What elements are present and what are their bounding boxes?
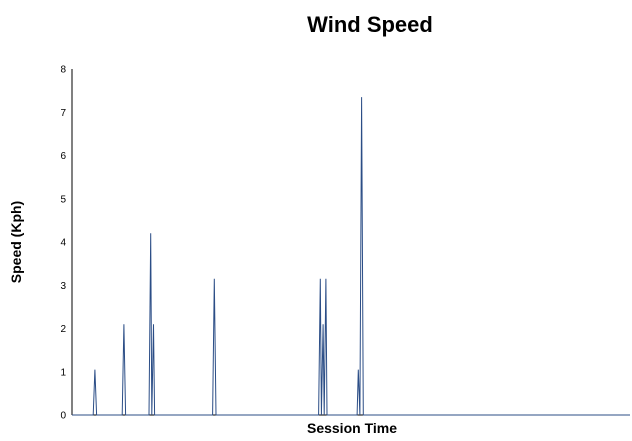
y-tick-label: 8 xyxy=(60,65,66,76)
y-tick-label: 2 xyxy=(60,324,66,335)
chart-title: Wind Speed xyxy=(307,12,433,37)
y-tick-label: 6 xyxy=(60,151,66,162)
series-layer xyxy=(72,97,630,416)
y-tick-label: 1 xyxy=(60,367,66,378)
y-tick-label: 3 xyxy=(60,281,66,292)
y-tick-label: 4 xyxy=(60,238,66,249)
wind-speed-series-line xyxy=(72,97,630,416)
y-tick-label: 5 xyxy=(60,194,66,205)
y-axis-ticks: 0 1 2 3 4 5 6 7 8 xyxy=(60,65,66,422)
x-axis-label: Session Time xyxy=(306,420,397,436)
y-tick-label: 7 xyxy=(60,108,66,119)
y-tick-label: 0 xyxy=(60,411,66,422)
